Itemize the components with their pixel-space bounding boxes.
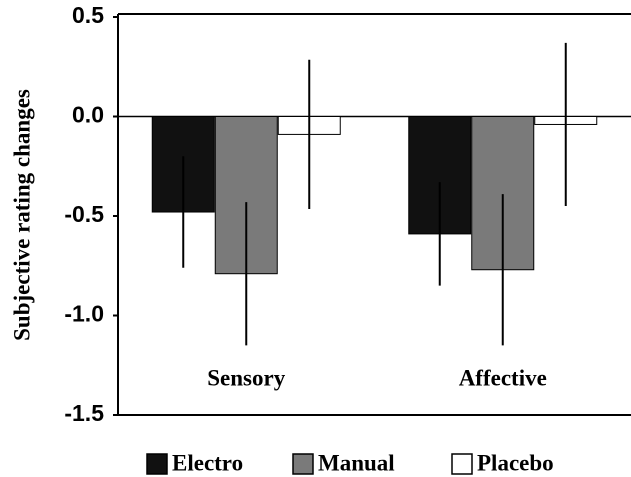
x-tick-label: Affective — [459, 365, 547, 390]
x-tick-label: Sensory — [207, 365, 285, 390]
y-tick-label: -1.0 — [64, 301, 104, 327]
y-tick-label: 0.5 — [72, 2, 104, 28]
y-tick-label: -0.5 — [64, 201, 104, 227]
legend-label: Manual — [318, 450, 395, 475]
legend-swatch — [451, 453, 473, 475]
legend-swatch — [146, 453, 168, 475]
legend-label: Electro — [172, 450, 243, 475]
y-axis-label: Subjective rating changes — [9, 89, 34, 341]
legend-label: Placebo — [477, 450, 554, 475]
y-tick-label: 0.0 — [72, 102, 104, 128]
y-tick-label: -1.5 — [64, 400, 104, 426]
legend-swatch — [292, 453, 314, 475]
